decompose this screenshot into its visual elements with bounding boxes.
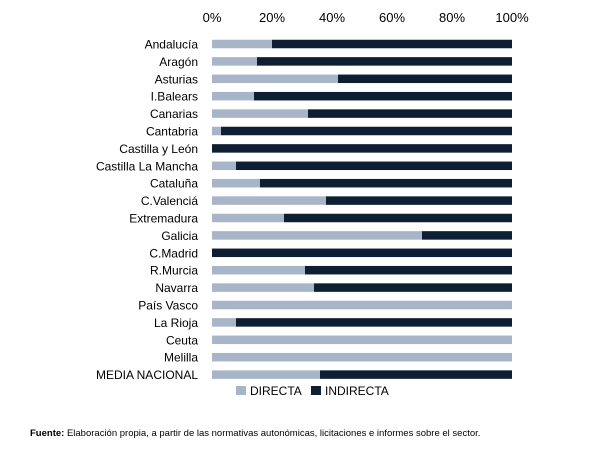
bar-indirecta-extremadura — [284, 213, 512, 223]
category-label: Navarra — [155, 281, 198, 295]
category-label: I.Balears — [151, 90, 198, 104]
bar-indirecta-castilla-la-mancha — [236, 161, 512, 171]
x-tick-label: 100% — [495, 10, 529, 25]
bar-indirecta-galicia — [422, 231, 512, 240]
bar-directa-la-rioja — [212, 318, 236, 327]
bar-indirecta-aragon — [257, 57, 512, 66]
bar-indirecta-canarias — [308, 109, 512, 118]
bar-indirecta-cataluna — [260, 178, 512, 188]
legend-swatch-directa — [236, 386, 246, 395]
bar-indirecta-c-madrid — [212, 248, 512, 258]
bar-directa-cataluna — [212, 178, 260, 188]
bar-indirecta-andalucia — [272, 39, 512, 49]
category-label: Castilla La Mancha — [96, 159, 198, 173]
bar-directa-canarias — [212, 109, 308, 118]
bar-indirecta-r-murcia — [305, 265, 512, 275]
legend: DIRECTA INDIRECTA — [236, 384, 389, 398]
category-label: R.Murcia — [150, 264, 198, 278]
source-note: Fuente: Elaboración propia, a partir de … — [30, 428, 480, 439]
x-tick-label: 20% — [259, 10, 285, 25]
category-label: Castilla y León — [119, 142, 198, 156]
stacked-bar-chart: 0% 20% 40% 60% 80% 100% Andalucía Aragón Asturi… — [96, 10, 529, 398]
category-label: Cantabria — [146, 125, 198, 139]
x-tick-label: 80% — [439, 10, 465, 25]
category-label: Galicia — [161, 229, 198, 243]
bar-directa-i-balears — [212, 91, 254, 101]
x-tick-label: 60% — [379, 10, 405, 25]
source-label: Fuente: — [30, 428, 65, 439]
bar-directa-media-nacional — [212, 370, 320, 379]
legend-swatch-indirecta — [311, 386, 321, 395]
legend-label-directa: DIRECTA — [250, 384, 302, 398]
category-label: Extremadura — [129, 212, 198, 226]
category-label: Aragón — [159, 55, 198, 69]
bar-indirecta-c-valencia — [326, 196, 512, 205]
bar-directa-r-murcia — [212, 265, 305, 275]
category-label: C.Valenciá — [141, 194, 198, 208]
bar-indirecta-castilla-y-leon — [212, 144, 512, 153]
bar-indirecta-navarra — [314, 283, 512, 292]
bar-directa-navarra — [212, 283, 314, 292]
category-labels: Andalucía Aragón Asturias I.Balears Canarias… — [96, 38, 198, 383]
category-label: País Vasco — [138, 299, 198, 313]
bar-directa-c-valencia — [212, 196, 326, 205]
category-label: Ceuta — [166, 333, 198, 347]
category-label: Andalucía — [145, 38, 199, 52]
bar-directa-asturias — [212, 74, 338, 84]
bar-directa-castilla-la-mancha — [212, 161, 236, 171]
legend-label-indirecta: INDIRECTA — [325, 384, 389, 398]
bar-directa-cantabria — [212, 126, 221, 136]
bar-indirecta-asturias — [338, 74, 512, 84]
bar-directa-ceuta — [212, 335, 512, 345]
bar-indirecta-cantabria — [221, 126, 512, 136]
bar-directa-melilla — [212, 352, 512, 362]
category-label: La Rioja — [154, 316, 198, 330]
x-tick-label: 0% — [203, 10, 222, 25]
category-label: Melilla — [164, 351, 198, 365]
bar-directa-andalucia — [212, 39, 272, 49]
bar-indirecta-media-nacional — [320, 370, 512, 379]
category-label: Asturias — [155, 72, 198, 86]
bar-indirecta-i-balears — [254, 91, 512, 101]
bar-directa-galicia — [212, 231, 422, 240]
category-label: C.Madrid — [149, 246, 198, 260]
category-label: Canarias — [150, 107, 198, 121]
category-label: Cataluña — [150, 177, 198, 191]
x-tick-label: 40% — [319, 10, 345, 25]
source-text: Elaboración propia, a partir de las norm… — [64, 428, 481, 439]
x-axis-ticks: 0% 20% 40% 60% 80% 100% — [203, 10, 529, 25]
bars — [212, 39, 512, 379]
bar-directa-pais-vasco — [212, 300, 512, 310]
bar-directa-aragon — [212, 57, 257, 66]
bar-directa-extremadura — [212, 213, 284, 223]
category-label: MEDIA NACIONAL — [96, 368, 198, 382]
bar-indirecta-la-rioja — [236, 318, 512, 327]
